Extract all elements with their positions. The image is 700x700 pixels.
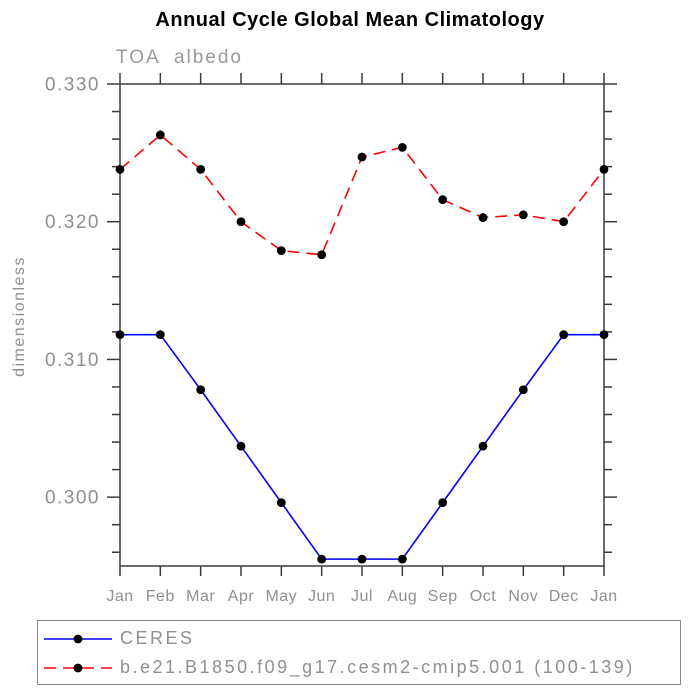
data-point-marker bbox=[115, 164, 125, 174]
data-point-marker bbox=[397, 554, 407, 564]
data-point-marker bbox=[478, 441, 488, 451]
series-line-0 bbox=[120, 333, 604, 560]
data-point-marker bbox=[155, 130, 165, 140]
legend-line-sample-model bbox=[44, 663, 112, 672]
data-point-marker bbox=[276, 246, 286, 256]
x-tick-label: Jan bbox=[106, 588, 133, 605]
data-point-marker bbox=[357, 152, 367, 162]
chart-subtitle: TOA albedo bbox=[116, 47, 244, 68]
legend-line-sample-ceres bbox=[44, 634, 112, 643]
y-tick-label: 0.330 bbox=[45, 75, 100, 96]
data-point-marker bbox=[599, 164, 609, 174]
chart-title: Annual Cycle Global Mean Climatology bbox=[155, 9, 545, 31]
data-point-marker bbox=[236, 441, 246, 451]
data-point-marker bbox=[196, 164, 206, 174]
x-tick-label: Jan bbox=[590, 588, 617, 605]
data-point-marker bbox=[317, 250, 327, 260]
data-point-marker bbox=[438, 498, 448, 508]
legend-sample-marker-1 bbox=[73, 663, 83, 672]
legend-box: CERES b.e21.B1850.f09_g17.cesm2-cmip5.00… bbox=[37, 620, 681, 685]
data-point-marker bbox=[478, 213, 488, 222]
legend-item-ceres: CERES bbox=[42, 624, 680, 653]
legend-sample-marker-0 bbox=[73, 634, 83, 643]
data-point-marker bbox=[317, 554, 327, 564]
x-tick-label: Apr bbox=[228, 588, 255, 605]
x-tick-label: Feb bbox=[146, 588, 175, 605]
data-point-marker bbox=[236, 217, 246, 227]
legend-label-model: b.e21.B1850.f09_g17.cesm2-cmip5.001 (100… bbox=[120, 657, 635, 677]
x-tick-label: Jun bbox=[308, 588, 335, 605]
x-tick-label: May bbox=[265, 588, 297, 605]
plot-area: Jan Feb Mar Apr May Jun Jul Aug Sep Oct Nov Dec Jan 0… bbox=[45, 73, 617, 605]
data-point-marker bbox=[276, 498, 286, 508]
x-tick-label: Nov bbox=[508, 588, 538, 605]
y-tick-label: 0.320 bbox=[45, 212, 100, 233]
data-point-marker bbox=[559, 217, 569, 227]
data-point-marker bbox=[357, 554, 367, 564]
x-tick-label: Aug bbox=[387, 588, 417, 605]
x-tick-label: Sep bbox=[428, 588, 458, 605]
data-point-marker bbox=[196, 385, 206, 395]
x-tick-label: Oct bbox=[470, 588, 496, 605]
legend-label-ceres: CERES bbox=[120, 628, 195, 648]
data-point-marker bbox=[115, 330, 125, 340]
y-tick-label: 0.300 bbox=[45, 488, 100, 509]
data-point-marker bbox=[397, 142, 407, 152]
legend-item-model: b.e21.B1850.f09_g17.cesm2-cmip5.001 (100… bbox=[42, 653, 680, 682]
data-point-marker bbox=[155, 330, 165, 340]
data-point-marker bbox=[518, 210, 528, 220]
y-tick-label: 0.310 bbox=[45, 350, 100, 371]
data-point-marker bbox=[599, 330, 609, 340]
data-point-marker bbox=[559, 330, 569, 340]
data-point-marker bbox=[438, 195, 448, 205]
x-tick-label: Dec bbox=[549, 588, 579, 605]
x-tick-label: Mar bbox=[186, 588, 215, 605]
x-tick-label: Jul bbox=[351, 588, 373, 605]
data-point-marker bbox=[518, 385, 528, 395]
